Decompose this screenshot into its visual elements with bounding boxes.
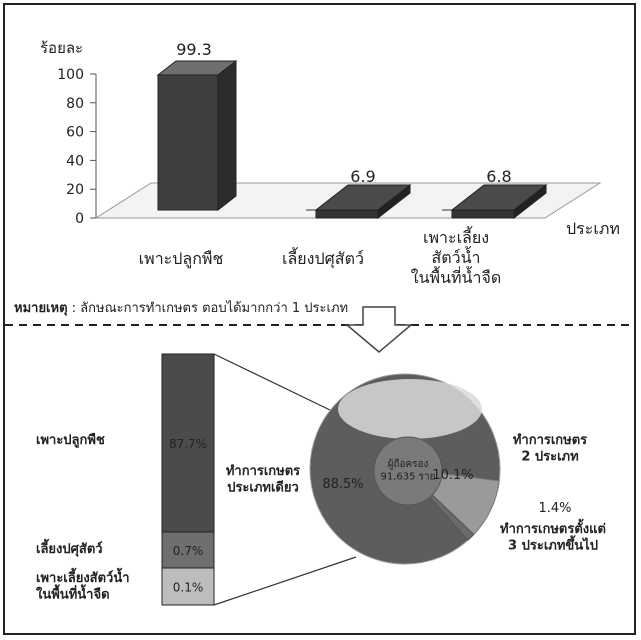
y-tick-label: 60 bbox=[66, 125, 84, 141]
bar-chart-3d: 0 20 40 60 80 100 ร้อยละประเภท 99.3 6.9 6.8 เพาะปล… bbox=[40, 39, 620, 287]
pie-highlight bbox=[338, 379, 482, 439]
y-tick-label: 100 bbox=[57, 67, 84, 83]
y-tick-label: 20 bbox=[66, 182, 84, 198]
connector-line bbox=[214, 354, 330, 410]
y-tick-label: 80 bbox=[66, 96, 84, 112]
down-arrow-icon bbox=[347, 307, 411, 352]
pie-category-label: ทำการเกษตร2 ประเภท bbox=[513, 432, 587, 464]
bar-front bbox=[452, 210, 514, 218]
connector-line bbox=[214, 557, 356, 605]
bar-side bbox=[218, 61, 236, 210]
pie-value-label: 88.5% bbox=[322, 477, 363, 492]
note-section: หมายเหตุ : ลักษณะการทำเกษตร ตอบได้มากกว่… bbox=[5, 300, 636, 352]
pie-category-label: ทำการเกษตรประเภทเดียว bbox=[226, 463, 300, 495]
pie-chart: ผู้ถือครอง91,635 ราย88.5%10.1%1.4%ทำการเ… bbox=[226, 374, 606, 564]
x-category-label: เพาะปลูกพืช bbox=[139, 249, 224, 269]
stack-category-label: เพาะปลูกพืช bbox=[36, 432, 105, 448]
x-category-label: เพาะเลี้ยงสัตว์น้ำในพื้นที่น้ำจืด bbox=[411, 226, 501, 287]
pie-value-label: 1.4% bbox=[538, 501, 571, 516]
stack-category-label: เลี้ยงปศุสัตว์ bbox=[36, 538, 103, 557]
bar-front bbox=[158, 75, 218, 210]
x-axis-label: ประเภท bbox=[566, 219, 620, 238]
stack-category-label: เพาะเลี้ยงสัตว์น้ำในพื้นที่น้ำจืด bbox=[36, 567, 130, 602]
stack-value-label: 0.7% bbox=[173, 544, 204, 558]
stack-value-label: 87.7% bbox=[169, 437, 207, 451]
bar-1 bbox=[158, 61, 236, 210]
y-tick-label: 40 bbox=[66, 153, 84, 169]
pie-category-label: ทำการเกษตรตั้งแต่3 ประเภทขึ้นไป bbox=[500, 518, 606, 553]
bar-front bbox=[316, 210, 378, 218]
stack-value-label: 0.1% bbox=[173, 581, 204, 595]
note-text: หมายเหตุ : ลักษณะการทำเกษตร ตอบได้มากกว่… bbox=[14, 300, 348, 316]
x-category-label: เลี้ยงปศุสัตว์ bbox=[282, 247, 364, 269]
bar-value-label: 99.3 bbox=[176, 40, 212, 59]
stacked-bar: 87.7% 0.7% 0.1% เพาะปลูกพืชเลี้ยงปศุสัตว์เพ… bbox=[36, 354, 356, 605]
pie-value-label: 10.1% bbox=[432, 468, 473, 483]
bar-value-label: 6.8 bbox=[486, 167, 511, 186]
y-tick-label: 0 bbox=[75, 211, 84, 227]
bar-value-label: 6.9 bbox=[350, 167, 375, 186]
y-axis-label: ร้อยละ bbox=[40, 39, 83, 57]
